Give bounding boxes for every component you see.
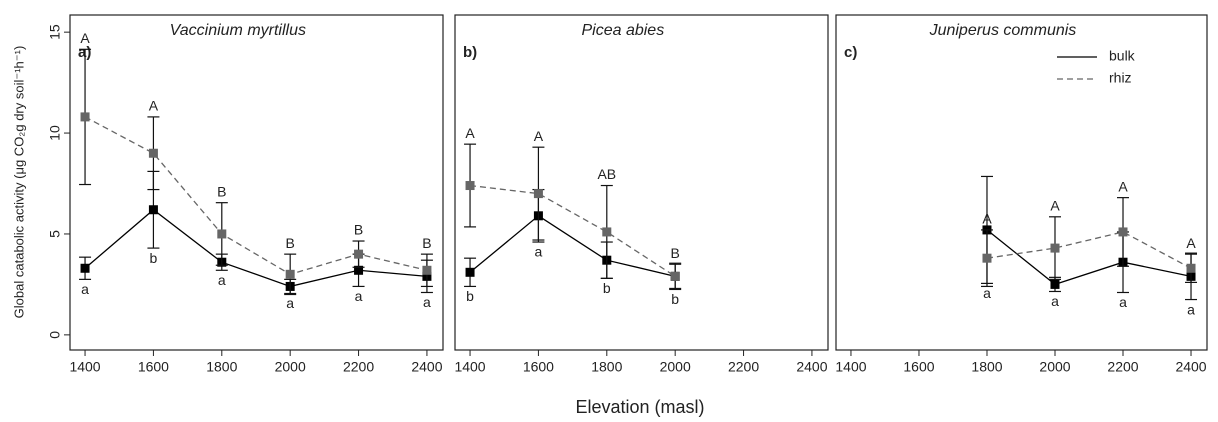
marker (80, 263, 90, 273)
significance-letter: B (217, 183, 226, 199)
panel-label: c) (844, 44, 857, 61)
panel-title: Juniperus communis (929, 22, 1077, 39)
significance-letter: B (671, 245, 680, 261)
y-axis-label: Global catabolic activity (μg CO₂g dry s… (11, 46, 26, 319)
marker (285, 269, 295, 279)
x-tick-label: 2000 (275, 359, 306, 375)
series-line (986, 229, 1192, 286)
significance-letter: A (80, 30, 90, 46)
marker (670, 271, 680, 281)
x-tick-label: 1400 (69, 359, 100, 375)
significance-letter: B (354, 222, 363, 238)
y-tick-label: 0 (47, 331, 63, 339)
marker (465, 267, 475, 277)
significance-letter: a (535, 244, 543, 260)
series-line (469, 184, 676, 277)
significance-letter: a (355, 288, 363, 304)
significance-letter: AB (597, 166, 616, 182)
x-tick-label: 1800 (971, 359, 1002, 375)
significance-letter: a (81, 281, 89, 297)
x-tick-label: 2200 (1107, 359, 1138, 375)
series-line (469, 214, 676, 277)
marker (1118, 227, 1128, 237)
panel-frame (835, 14, 1208, 351)
marker (148, 148, 158, 158)
panel-title: Vaccinium myrtillus (170, 22, 306, 39)
y-tick-label: 5 (47, 230, 63, 238)
significance-letter: A (465, 125, 475, 141)
marker (80, 112, 90, 122)
x-tick-label: 2200 (728, 359, 759, 375)
panel-frame (69, 14, 444, 351)
series-line (84, 116, 428, 276)
significance-letter: b (671, 291, 679, 307)
significance-letter: A (534, 128, 544, 144)
significance-letter: A (982, 211, 992, 227)
significance-letter: a (983, 285, 991, 301)
series-line (986, 231, 1192, 269)
marker (465, 181, 475, 191)
marker (354, 249, 364, 259)
x-tick-label: 1400 (835, 359, 866, 375)
x-tick-label: 2400 (1175, 359, 1206, 375)
significance-letter: A (1186, 235, 1196, 251)
x-tick-label: 2400 (411, 359, 442, 375)
significance-letter: B (422, 235, 431, 251)
series-line (84, 208, 427, 288)
x-tick-label: 1600 (903, 359, 934, 375)
significance-letter: a (286, 295, 294, 311)
x-tick-label: 1600 (523, 359, 554, 375)
x-tick-label: 1600 (138, 359, 169, 375)
panel-title: Picea abies (581, 22, 664, 39)
panel-frame (454, 14, 829, 351)
x-axis-label: Elevation (masl) (575, 397, 704, 417)
marker (533, 189, 543, 199)
significance-letter: A (149, 98, 159, 114)
marker (354, 265, 364, 275)
y-tick-label: 15 (47, 24, 63, 40)
marker (982, 253, 992, 263)
significance-letter: a (423, 294, 431, 310)
legend-label: rhiz (1109, 70, 1132, 86)
y-tick-label: 10 (47, 125, 63, 141)
significance-letter: A (1050, 198, 1060, 214)
marker (148, 205, 158, 215)
x-tick-label: 1400 (454, 359, 485, 375)
significance-letter: a (1187, 301, 1195, 317)
x-tick-label: 2400 (796, 359, 827, 375)
marker (1186, 263, 1196, 273)
panel-label: b) (463, 44, 477, 61)
x-tick-label: 1800 (591, 359, 622, 375)
significance-letter: b (150, 250, 158, 266)
marker (602, 227, 612, 237)
marker (422, 265, 432, 275)
significance-letter: B (286, 235, 295, 251)
x-tick-label: 2200 (343, 359, 374, 375)
x-tick-label: 2000 (1039, 359, 1070, 375)
marker (1050, 243, 1060, 253)
x-tick-label: 1800 (206, 359, 237, 375)
significance-letter: a (1119, 294, 1127, 310)
significance-letter: a (1051, 293, 1059, 309)
significance-letter: a (218, 272, 226, 288)
marker (217, 229, 227, 239)
marker (1050, 279, 1060, 289)
legend-label: bulk (1109, 48, 1136, 64)
significance-letter: b (466, 288, 474, 304)
significance-letter: b (603, 280, 611, 296)
x-tick-label: 2000 (660, 359, 691, 375)
significance-letter: A (1118, 178, 1128, 194)
